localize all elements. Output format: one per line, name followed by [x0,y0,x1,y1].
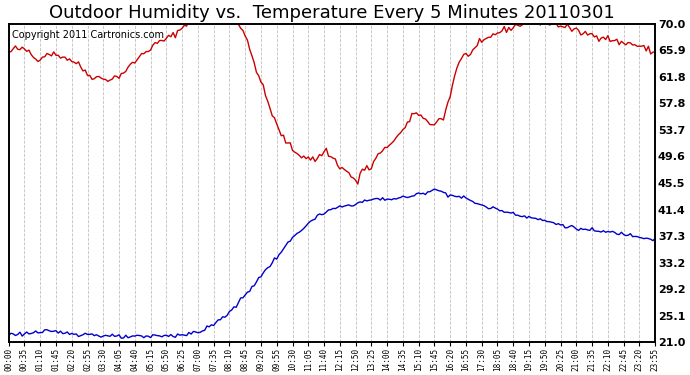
Text: Copyright 2011 Cartronics.com: Copyright 2011 Cartronics.com [12,30,164,40]
Title: Outdoor Humidity vs.  Temperature Every 5 Minutes 20110301: Outdoor Humidity vs. Temperature Every 5… [49,4,615,22]
